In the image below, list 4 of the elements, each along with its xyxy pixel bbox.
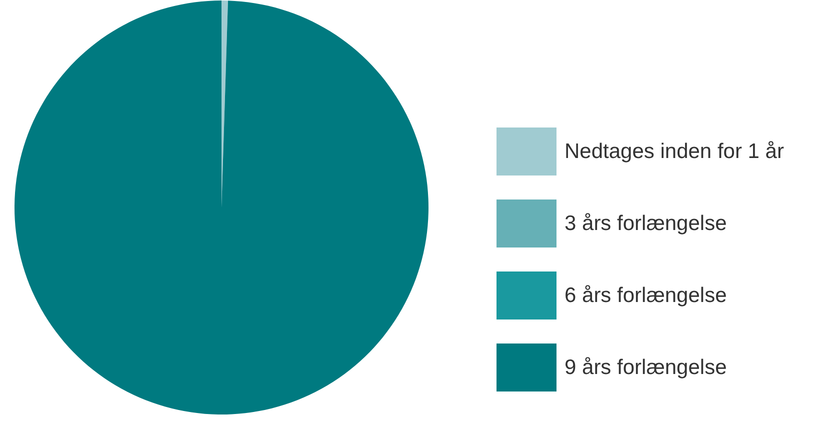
legend-label: 3 års forlængelse <box>564 212 727 235</box>
legend-label: 9 års forlængelse <box>564 356 727 379</box>
legend-label: Nedtages inden for 1 år <box>564 140 784 163</box>
legend-label: 6 års forlængelse <box>564 284 727 307</box>
